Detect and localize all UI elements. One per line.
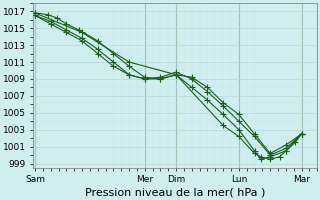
X-axis label: Pression niveau de la mer( hPa ): Pression niveau de la mer( hPa ) (85, 187, 266, 197)
